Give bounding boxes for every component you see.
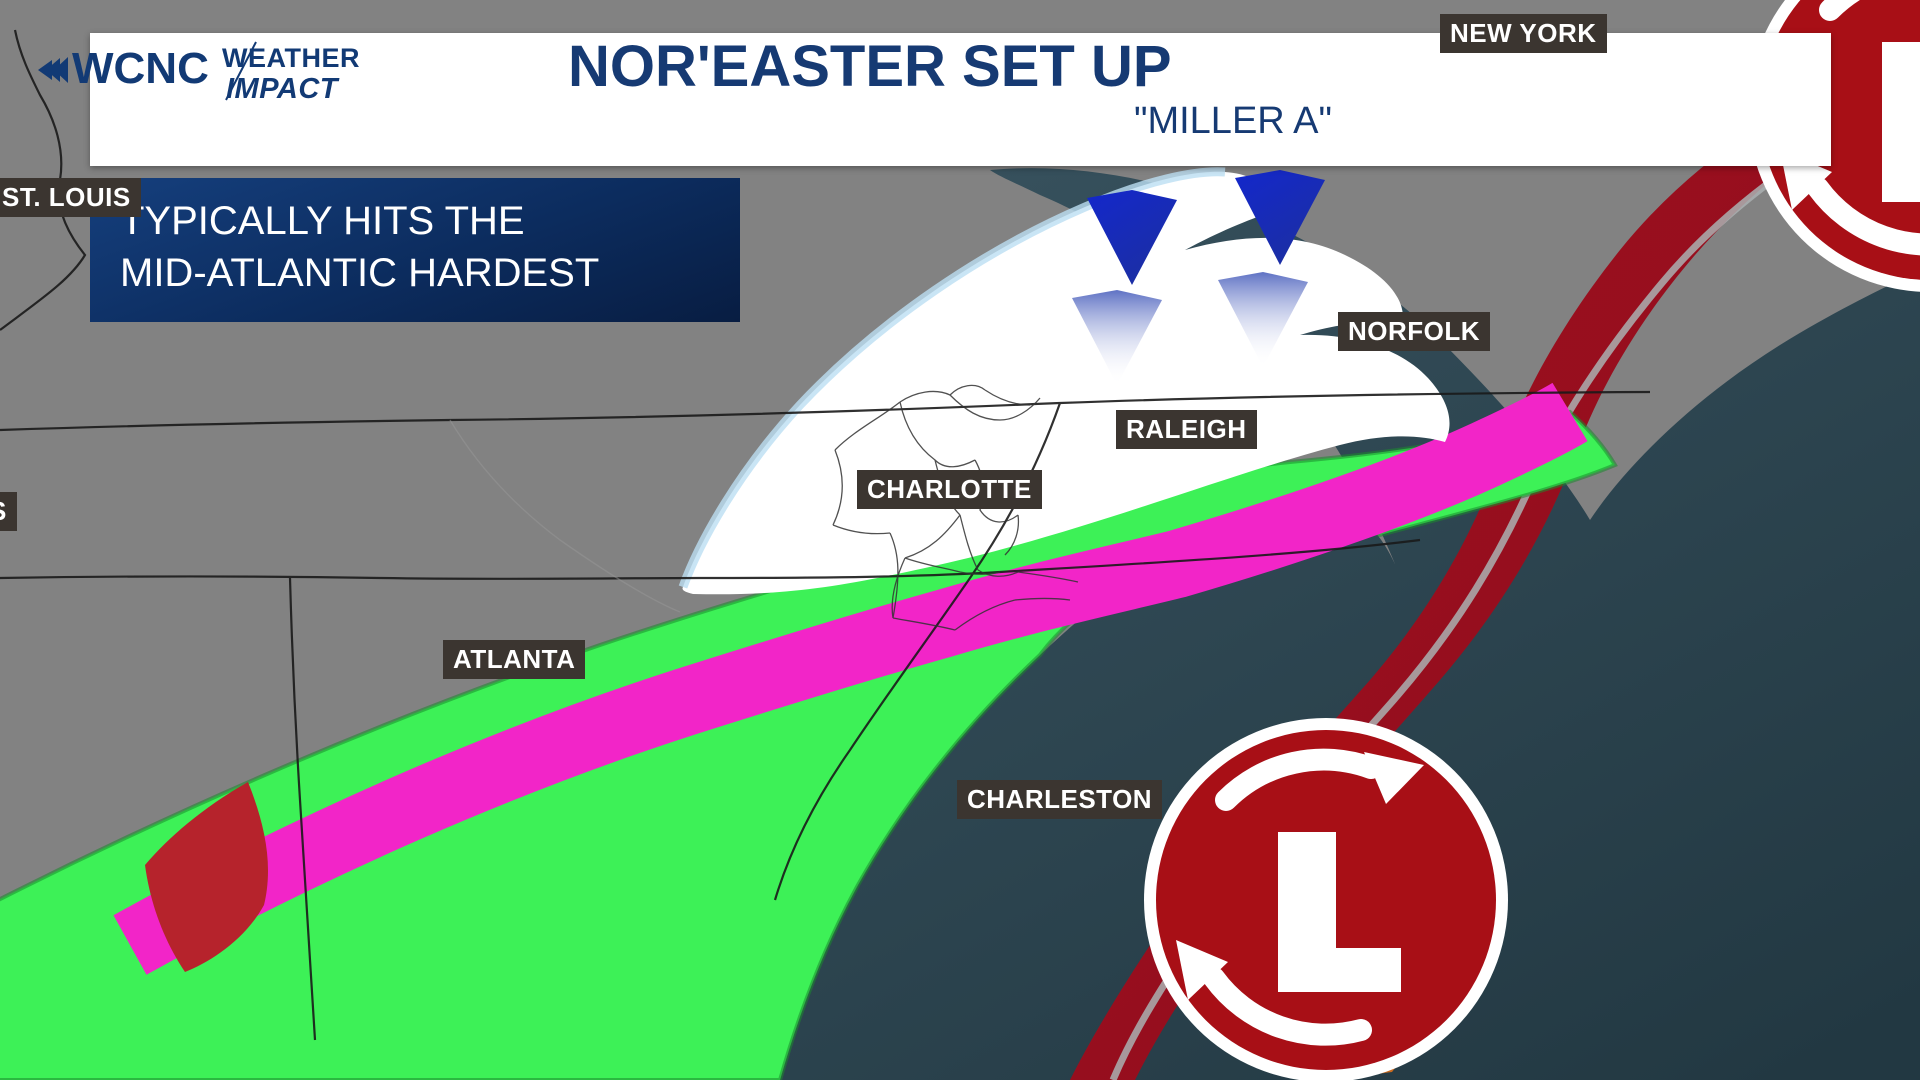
svg-text:IMPACT: IMPACT xyxy=(226,73,340,105)
svg-text:WCNC: WCNC xyxy=(72,44,209,93)
